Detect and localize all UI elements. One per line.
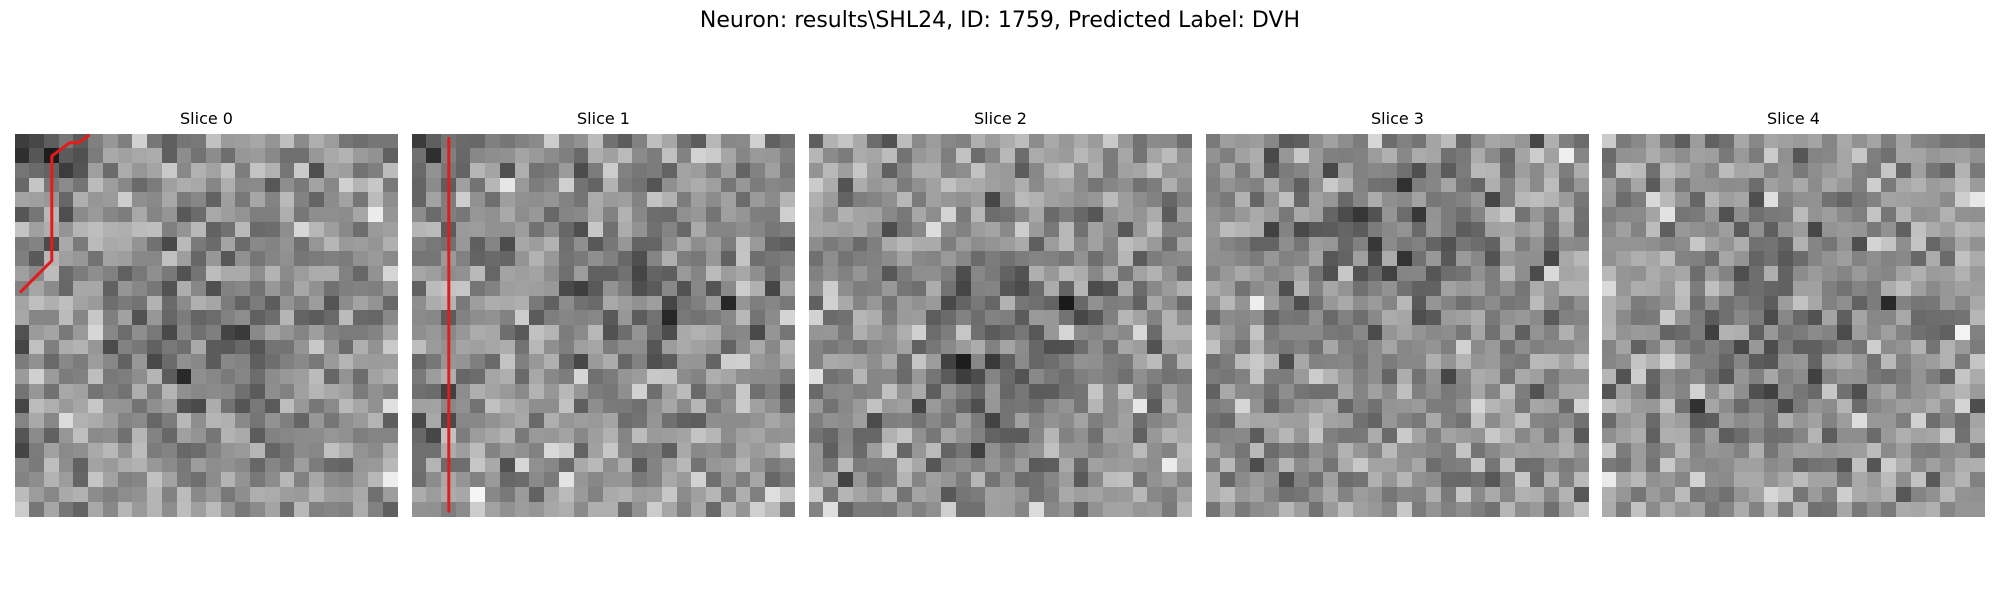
slice-title: Slice 3 [1371, 109, 1424, 128]
slice-panel-0: Slice 0 [15, 108, 398, 520]
figure-title: Neuron: results\SHL24, ID: 1759, Predict… [699, 8, 1301, 33]
slice-title: Slice 1 [577, 109, 630, 128]
slice-image [1206, 134, 1589, 517]
slice-image [15, 134, 398, 517]
slice-panel-4: Slice 4 [1602, 108, 1985, 520]
slice-panel-3: Slice 3 [1206, 108, 1589, 520]
slice-title: Slice 0 [180, 109, 233, 128]
slice-title: Slice 4 [1767, 109, 1820, 128]
slice-panel-1: Slice 1 [412, 108, 795, 520]
slice-image [1602, 134, 1985, 517]
slice-panel-2: Slice 2 [809, 108, 1192, 520]
slice-image [412, 134, 795, 517]
slice-image [809, 134, 1192, 517]
slice-title: Slice 2 [974, 109, 1027, 128]
